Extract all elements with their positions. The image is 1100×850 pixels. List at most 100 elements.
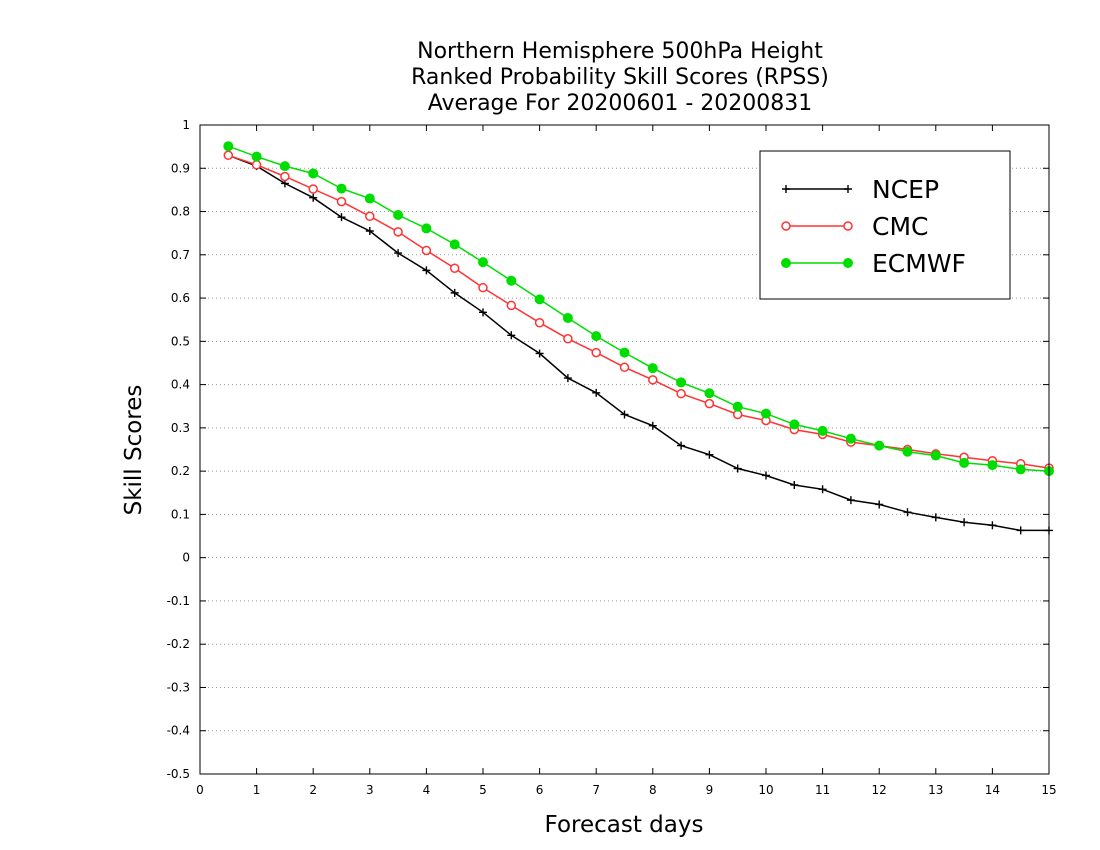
data-point — [1015, 464, 1026, 475]
data-point — [506, 300, 517, 311]
data-point — [704, 398, 715, 409]
legend-box — [759, 150, 1011, 300]
title-line-3: Average For 20200601 - 20200831 — [428, 91, 813, 116]
data-point — [478, 282, 488, 293]
data-point — [479, 308, 487, 317]
data-point — [960, 518, 969, 527]
y-tick-label: -0.5 — [167, 767, 190, 781]
x-tick-label: 15 — [1041, 783, 1056, 797]
x-tick-label: 6 — [536, 783, 544, 797]
data-point — [308, 184, 318, 194]
x-tick-label: 0 — [196, 783, 204, 797]
data-point — [647, 363, 658, 374]
chart-title: Northern Hemisphere 500hPa Height Ranked… — [411, 39, 829, 116]
data-point — [874, 440, 885, 451]
plot-frame — [199, 124, 1050, 775]
data-point — [393, 209, 404, 220]
x-tick-label: 7 — [592, 783, 600, 797]
data-point — [223, 150, 234, 161]
gridlines — [200, 167, 1049, 732]
data-point — [365, 211, 375, 222]
y-tick-label: -0.1 — [167, 594, 190, 608]
x-tick-label: 9 — [706, 783, 714, 797]
data-point — [732, 401, 743, 412]
data-point — [507, 331, 516, 340]
legend-marker — [843, 258, 853, 268]
data-point — [280, 171, 290, 182]
title-line-2: Ranked Probability Skill Scores (RPSS) — [411, 65, 829, 90]
legend-item-ecmwf: ECMWF — [781, 249, 966, 278]
y-tick-label: 0.6 — [171, 291, 190, 305]
data-point — [251, 151, 262, 162]
data-point — [563, 374, 572, 383]
x-tick-label: 1 — [253, 783, 261, 797]
legend: NCEP CMC ECMWF — [759, 150, 1011, 300]
data-point — [704, 388, 715, 399]
legend-item-ncep: NCEP — [782, 175, 939, 204]
data-point — [450, 288, 459, 297]
data-point — [562, 312, 573, 323]
data-point — [789, 419, 800, 430]
data-point — [988, 521, 997, 530]
data-point — [563, 333, 573, 344]
y-axis-label: Skill Scores — [121, 385, 147, 516]
data-point — [337, 213, 346, 222]
legend-marker — [843, 221, 853, 231]
data-point — [534, 294, 545, 305]
data-point — [449, 263, 460, 273]
data-point — [393, 227, 403, 237]
x-tick-label: 4 — [423, 783, 431, 797]
data-point — [845, 433, 856, 444]
legend-marker — [782, 185, 790, 193]
data-point — [364, 193, 375, 204]
data-point — [619, 347, 630, 358]
data-point — [619, 362, 630, 373]
x-tick-label: 8 — [649, 783, 657, 797]
data-point — [676, 388, 686, 399]
x-tick-label: 14 — [985, 783, 1000, 797]
data-point — [987, 460, 998, 471]
y-tick-label: -0.4 — [167, 724, 190, 738]
data-point — [308, 168, 319, 179]
legend-marker — [781, 258, 791, 268]
x-axis-label: Forecast days — [545, 812, 704, 838]
y-tick-label: 0.1 — [171, 507, 190, 521]
x-tick-label: 2 — [309, 783, 317, 797]
legend-label: CMC — [872, 212, 928, 241]
data-point — [733, 464, 742, 473]
x-tick-label: 3 — [366, 783, 374, 797]
legend-marker — [781, 221, 791, 231]
data-point — [676, 377, 687, 388]
data-point — [309, 193, 318, 202]
data-point — [648, 375, 658, 385]
data-point — [677, 441, 686, 450]
data-point — [591, 331, 602, 342]
series-ncep — [224, 151, 1053, 535]
y-tick-label: 0.5 — [171, 334, 190, 348]
x-tick-labels: 0 1 2 3 4 5 6 7 8 9 10 11 12 13 14 15 — [196, 783, 1056, 797]
data-point — [394, 249, 403, 258]
x-tick-label: 12 — [872, 783, 887, 797]
y-tick-label: 1 — [182, 118, 190, 132]
data-point — [591, 347, 601, 358]
data-point — [365, 227, 374, 236]
y-tick-label: 0.8 — [171, 205, 190, 219]
data-point — [875, 500, 884, 509]
data-point — [620, 410, 629, 419]
data-point — [903, 508, 912, 517]
y-tick-label: 0.3 — [171, 421, 190, 435]
y-tick-label: 0.2 — [171, 464, 190, 478]
y-tick-label: -0.2 — [167, 637, 190, 651]
data-point — [534, 317, 545, 328]
data-point — [535, 349, 544, 358]
x-tick-label: 13 — [928, 783, 943, 797]
data-point — [959, 457, 970, 468]
legend-label: ECMWF — [872, 249, 966, 278]
data-point — [902, 446, 913, 457]
data-point — [336, 196, 347, 207]
data-point — [818, 485, 827, 494]
data-point — [449, 239, 460, 250]
data-point — [506, 275, 517, 286]
data-point — [223, 141, 234, 152]
